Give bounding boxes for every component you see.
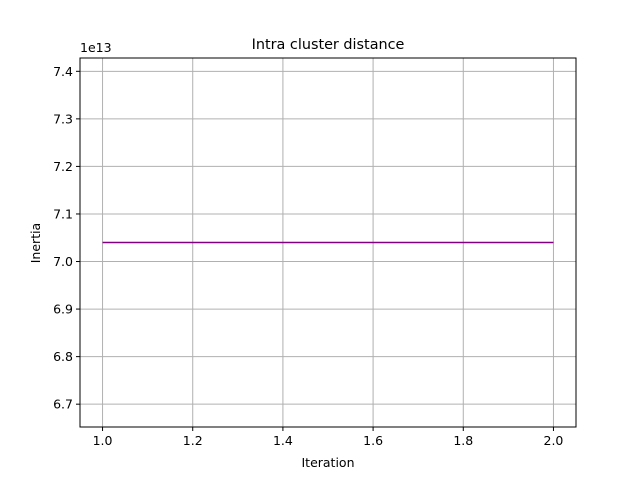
y-tick-label: 7.2 [53,159,73,174]
y-axis-ticks: 6.7 6.8 6.9 7.0 7.1 7.2 7.3 7.4 [53,64,80,412]
y-axis-label: Inertia [28,223,43,263]
y-tick-label: 7.4 [53,64,73,79]
x-axis-ticks: 1.0 1.2 1.4 1.6 1.8 2.0 [93,427,564,448]
x-tick-label: 2.0 [544,433,564,448]
x-axis-label: Iteration [301,455,354,470]
x-tick-label: 1.4 [273,433,293,448]
x-tick-label: 1.6 [363,433,383,448]
y-tick-label: 6.7 [53,397,73,412]
x-tick-label: 1.8 [453,433,473,448]
x-tick-label: 1.2 [183,433,203,448]
y-tick-label: 6.9 [53,302,73,317]
y-tick-label: 7.0 [53,254,73,269]
x-tick-label: 1.0 [93,433,113,448]
y-tick-label: 7.3 [53,111,73,126]
y-axis-offset-label: 1e13 [80,40,112,55]
plot-frame [79,57,577,428]
chart-title: Intra cluster distance [252,37,405,53]
y-tick-label: 6.8 [53,349,73,364]
y-tick-label: 7.1 [53,206,73,221]
